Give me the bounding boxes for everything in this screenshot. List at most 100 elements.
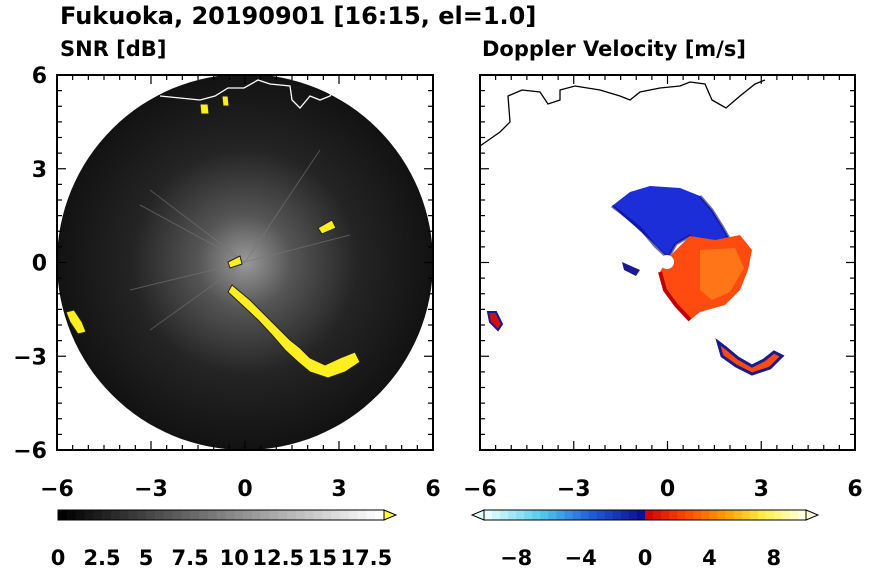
colorbar-tick-label: 2.5 bbox=[83, 546, 120, 570]
y-tick-label: 3 bbox=[32, 158, 47, 183]
snr-x-tick-labels: −6 −3 0 3 6 bbox=[40, 477, 441, 502]
colorbar-cell bbox=[612, 510, 622, 520]
snr-panel-title: SNR [dB] bbox=[60, 37, 166, 61]
doppler-south-echoes bbox=[486, 262, 785, 376]
snr-colorbar-over-arrow bbox=[383, 509, 398, 521]
colorbar-cell bbox=[773, 510, 783, 520]
snr-strong-echoes bbox=[65, 95, 361, 379]
x-tick-label: −3 bbox=[557, 477, 591, 502]
colorbar-cell bbox=[628, 510, 638, 520]
colorbar-cell bbox=[331, 510, 341, 520]
colorbar-cell bbox=[693, 510, 702, 520]
colorbar-cell bbox=[269, 510, 279, 520]
doppler-panel-title: Doppler Velocity [m/s] bbox=[482, 37, 746, 61]
doppler-colorbar-cells bbox=[484, 510, 807, 520]
doppler-x-tick-labels: −6 −3 0 3 6 bbox=[463, 477, 863, 502]
doppler-colorbar-tick-labels: −8 −4 0 4 8 bbox=[500, 546, 781, 570]
snr-colorbar: 0 2.5 5 7.5 10 12.5 15 17.5 bbox=[51, 509, 398, 570]
colorbar-cell bbox=[709, 510, 718, 520]
snr-panel: SNR [dB] bbox=[13, 37, 440, 502]
colorbar-tick-label: 12.5 bbox=[252, 546, 304, 570]
colorbar-cell bbox=[516, 510, 525, 520]
colorbar-cell bbox=[701, 510, 710, 520]
colorbar-cell bbox=[492, 510, 501, 520]
colorbar-cell bbox=[172, 510, 182, 520]
colorbar-cell bbox=[620, 510, 630, 520]
colorbar-cell bbox=[781, 510, 791, 520]
x-tick-label: 0 bbox=[660, 477, 675, 502]
colorbar-cell bbox=[128, 510, 138, 520]
colorbar-tick-label: 7.5 bbox=[172, 546, 209, 570]
colorbar-cell bbox=[313, 510, 323, 520]
colorbar-tick-label: 17.5 bbox=[340, 546, 392, 570]
x-tick-label: 3 bbox=[754, 477, 769, 502]
snr-y-tick-labels: 6 3 0 −3 −6 bbox=[13, 64, 47, 464]
colorbar-cell bbox=[93, 510, 103, 520]
colorbar-cell bbox=[207, 510, 217, 520]
x-tick-label: −6 bbox=[40, 477, 74, 502]
colorbar-cell bbox=[797, 510, 807, 520]
colorbar-cell bbox=[717, 510, 726, 520]
colorbar-tick-label: 10 bbox=[220, 546, 249, 570]
colorbar-cell bbox=[741, 510, 751, 520]
colorbar-cell bbox=[75, 510, 85, 520]
colorbar-tick-label: 8 bbox=[766, 546, 781, 570]
colorbar-cell bbox=[556, 510, 565, 520]
y-tick-label: 0 bbox=[32, 252, 47, 277]
colorbar-cell bbox=[366, 510, 376, 520]
colorbar-cell bbox=[287, 510, 297, 520]
colorbar-cell bbox=[251, 510, 262, 520]
doppler-axis-ticks bbox=[479, 74, 856, 451]
colorbar-cell bbox=[58, 510, 68, 520]
snr-colorbar-cells bbox=[58, 510, 385, 520]
colorbar-cell bbox=[508, 510, 517, 520]
colorbar-cell bbox=[564, 510, 573, 520]
snr-coastline bbox=[159, 79, 346, 109]
colorbar-cell bbox=[295, 510, 306, 520]
doppler-coastline bbox=[480, 79, 766, 147]
colorbar-cell bbox=[119, 510, 129, 520]
colorbar-cell bbox=[588, 510, 598, 520]
colorbar-cell bbox=[234, 510, 244, 520]
colorbar-cell bbox=[190, 510, 200, 520]
doppler-colorbar-under-arrow bbox=[470, 509, 485, 521]
colorbar-cell bbox=[137, 510, 147, 520]
colorbar-cell bbox=[375, 510, 385, 520]
colorbar-cell bbox=[84, 510, 94, 520]
colorbar-cell bbox=[524, 510, 533, 520]
colorbar-cell bbox=[500, 510, 509, 520]
colorbar-cell bbox=[604, 510, 614, 520]
colorbar-tick-label: 0 bbox=[638, 546, 653, 570]
colorbar-cell bbox=[260, 510, 270, 520]
colorbar-cell bbox=[661, 510, 670, 520]
x-tick-label: −6 bbox=[463, 477, 497, 502]
x-tick-label: 0 bbox=[237, 477, 252, 502]
colorbar-cell bbox=[198, 510, 209, 520]
colorbar-cell bbox=[677, 510, 686, 520]
y-tick-label: −6 bbox=[13, 439, 47, 464]
snr-colorbar-tick-labels: 0 2.5 5 7.5 10 12.5 15 17.5 bbox=[51, 546, 393, 570]
colorbar-cell bbox=[304, 510, 314, 520]
colorbar-cell bbox=[669, 510, 678, 520]
colorbar-cell bbox=[102, 510, 112, 520]
colorbar-cell bbox=[322, 510, 332, 520]
colorbar-cell bbox=[636, 510, 646, 520]
doppler-colorbar-over-arrow bbox=[805, 509, 820, 521]
colorbar-cell bbox=[348, 510, 358, 520]
snr-beam-streaks bbox=[129, 149, 351, 331]
x-tick-label: −3 bbox=[134, 477, 168, 502]
colorbar-cell bbox=[765, 510, 775, 520]
colorbar-cell bbox=[216, 510, 226, 520]
colorbar-cell bbox=[572, 510, 581, 520]
colorbar-cell bbox=[532, 510, 541, 520]
colorbar-tick-label: 4 bbox=[702, 546, 717, 570]
colorbar-cell bbox=[733, 510, 742, 520]
colorbar-tick-label: 0 bbox=[51, 546, 66, 570]
snr-axis-ticks bbox=[56, 74, 434, 451]
colorbar-cell bbox=[789, 510, 799, 520]
colorbar-cell bbox=[645, 510, 654, 520]
colorbar-tick-label: 5 bbox=[139, 546, 154, 570]
colorbar-tick-label: 15 bbox=[308, 546, 337, 570]
colorbar-cell bbox=[580, 510, 590, 520]
